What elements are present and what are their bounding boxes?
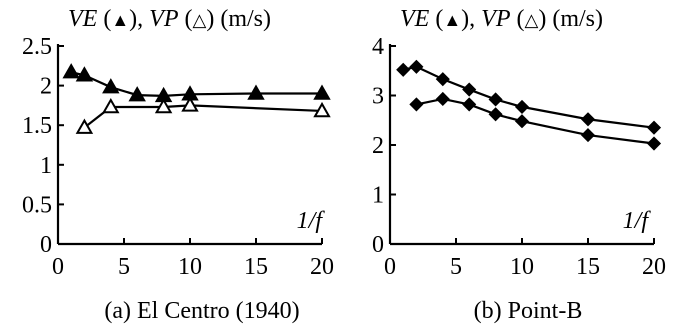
y-tick-label: 2 [372,133,384,159]
data-point [580,112,596,127]
data-point [435,72,450,87]
data-point [409,97,424,112]
data-point [462,82,477,97]
x-tick-label: 5 [450,254,462,280]
data-point [580,128,596,143]
chart-caption: (a) El Centro (1940) [104,298,299,324]
data-point [102,97,120,114]
x-axis-label: 1/f [297,208,326,234]
y-tick-label: 1 [372,183,384,209]
data-point [435,91,450,107]
data-point [247,84,265,100]
y-tick-label: 0 [40,232,52,258]
series-line-2 [416,97,655,145]
data-point [128,86,146,102]
y-tick-label: 2 [40,74,52,100]
data-point [396,62,411,77]
x-axis-label: 1/f [623,208,652,234]
x-tick-label: 10 [510,254,534,280]
x-tick-label: 0 [52,254,64,280]
y-tick-label: 1.5 [22,113,52,139]
data-point [409,59,424,74]
y-axis-label: VE (▲), VP (△) (m/s) [400,6,603,32]
data-point [75,66,94,82]
y-tick-label: 0.5 [22,192,52,218]
y-tick-label: 4 [372,34,384,60]
x-tick-label: 20 [310,254,334,280]
data-point [313,84,331,100]
x-tick-label: 5 [118,254,130,280]
data-point [488,107,503,122]
data-point [646,120,662,135]
data-point [514,99,530,114]
data-point [62,63,80,79]
x-tick-label: 10 [178,254,202,280]
chart-panel-1: 0 0.5 1 1.5 2 2.5 0 5 10 15 20 VE (▲), VP (△) (m/s)… [22,6,334,324]
data-point [646,136,662,151]
data-point [313,101,331,118]
x-tick-label: 15 [576,254,600,280]
data-point [514,114,530,129]
y-tick-label: 3 [372,84,384,110]
y-axis-label: VE (▲), VP (△) (m/s) [68,6,271,32]
y-tick-label: 0 [372,232,384,258]
x-tick-label: 15 [244,254,268,280]
data-point [154,97,173,114]
y-tick-label: 1 [40,153,52,179]
y-tick-label: 2.5 [22,34,52,60]
data-point [462,97,477,112]
x-tick-label: 20 [642,254,666,280]
data-point [488,92,503,107]
chart-caption: (b) Point-B [474,298,583,324]
data-point [75,118,94,134]
series-line-2 [83,104,323,129]
chart-panel-2: 0 1 2 3 4 0 5 10 15 20 VE (▲), VP (△) (m/s) 1/f (b) … [372,6,666,324]
data-point [102,78,120,94]
data-point [181,96,199,112]
x-tick-label: 0 [384,254,396,280]
